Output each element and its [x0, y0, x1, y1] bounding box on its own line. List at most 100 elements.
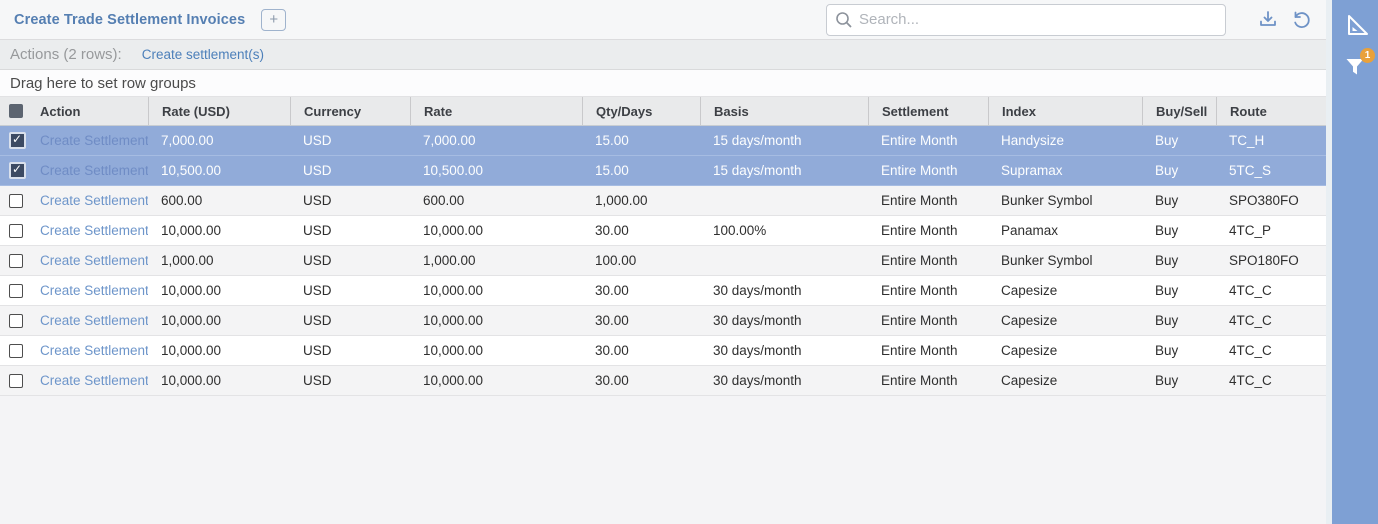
cell-qty-days: 30.00: [595, 343, 629, 358]
column-header-action[interactable]: Action: [40, 103, 81, 119]
create-settlement-link[interactable]: Create Settlement: [40, 373, 148, 388]
cell-buy-sell: Buy: [1155, 253, 1179, 268]
row-checkbox[interactable]: [9, 283, 23, 298]
column-header-currency[interactable]: Currency: [290, 97, 410, 125]
cell-route: 4TC_C: [1229, 343, 1272, 358]
cell-qty-days: 30.00: [595, 283, 629, 298]
table-row[interactable]: Create Settlement 7,000.00 USD 7,000.00 …: [0, 126, 1326, 156]
magnifier-icon: [834, 10, 854, 35]
create-settlement-link[interactable]: Create Settlement: [40, 343, 148, 358]
cell-settlement: Entire Month: [881, 343, 958, 358]
filter-icon[interactable]: 1: [1338, 48, 1375, 84]
cell-qty-days: 30.00: [595, 313, 629, 328]
cell-settlement: Entire Month: [881, 313, 958, 328]
column-header-route[interactable]: Route: [1216, 97, 1326, 125]
row-checkbox[interactable]: [9, 223, 23, 238]
column-header-basis[interactable]: Basis: [700, 97, 868, 125]
cell-rate-usd: 1,000.00: [161, 253, 214, 268]
add-button[interactable]: +: [261, 8, 287, 31]
row-checkbox[interactable]: [9, 162, 26, 179]
cell-currency: USD: [303, 283, 332, 298]
cell-buy-sell: Buy: [1155, 343, 1179, 358]
cell-rate-usd: 10,000.00: [161, 373, 222, 388]
row-checkbox[interactable]: [9, 373, 23, 388]
cell-settlement: Entire Month: [881, 283, 958, 298]
cell-currency: USD: [303, 223, 332, 238]
cell-basis: 30 days/month: [713, 283, 802, 298]
cell-route: 4TC_C: [1229, 283, 1272, 298]
row-checkbox[interactable]: [9, 132, 26, 149]
cell-rate-usd: 10,000.00: [161, 343, 222, 358]
column-header-index[interactable]: Index: [988, 97, 1142, 125]
cell-buy-sell: Buy: [1155, 133, 1179, 148]
cell-rate-usd: 600.00: [161, 193, 203, 208]
search-container: [826, 3, 1226, 36]
row-checkbox[interactable]: [9, 313, 23, 328]
cell-index: Capesize: [1001, 283, 1058, 298]
create-settlements-link[interactable]: Create settlement(s): [141, 47, 264, 62]
cell-rate: 1,000.00: [423, 253, 476, 268]
cell-route: 5TC_S: [1229, 163, 1272, 178]
row-checkbox[interactable]: [9, 193, 23, 208]
row-group-dropzone[interactable]: Drag here to set row groups: [0, 70, 1326, 97]
row-checkbox-cell: [0, 162, 36, 179]
cell-rate-usd: 10,000.00: [161, 313, 222, 328]
column-header-rate[interactable]: Rate: [410, 97, 582, 125]
create-settlement-link[interactable]: Create Settlement: [40, 193, 148, 208]
cell-rate: 10,000.00: [423, 343, 484, 358]
row-checkbox[interactable]: [9, 253, 23, 268]
search-input[interactable]: [826, 3, 1226, 36]
cell-currency: USD: [303, 253, 332, 268]
select-all-cell: [0, 104, 36, 118]
undo-icon[interactable]: [1290, 8, 1314, 32]
row-checkbox-cell: [0, 313, 36, 328]
table-row[interactable]: Create Settlement 1,000.00 USD 1,000.00 …: [0, 246, 1326, 276]
column-header-qty-days[interactable]: Qty/Days: [582, 97, 700, 125]
cell-rate: 10,000.00: [423, 283, 484, 298]
cell-rate: 10,000.00: [423, 313, 484, 328]
row-checkbox[interactable]: [9, 343, 23, 358]
row-checkbox-cell: [0, 193, 36, 208]
table-row[interactable]: Create Settlement 10,000.00 USD 10,000.0…: [0, 216, 1326, 246]
row-checkbox-cell: [0, 343, 36, 358]
cell-currency: USD: [303, 133, 332, 148]
table-row[interactable]: Create Settlement 10,500.00 USD 10,500.0…: [0, 156, 1326, 186]
grid-body: Create Settlement 7,000.00 USD 7,000.00 …: [0, 126, 1326, 396]
create-settlement-link[interactable]: Create Settlement: [40, 133, 148, 148]
row-group-dropzone-label: Drag here to set row groups: [10, 74, 196, 92]
create-settlement-link[interactable]: Create Settlement: [40, 223, 148, 238]
download-icon[interactable]: [1256, 8, 1280, 32]
cell-route: SPO380FO: [1229, 193, 1299, 208]
set-square-icon[interactable]: [1338, 8, 1372, 42]
column-header-settlement[interactable]: Settlement: [868, 97, 988, 125]
cell-rate: 10,000.00: [423, 223, 484, 238]
cell-index: Capesize: [1001, 313, 1058, 328]
cell-qty-days: 30.00: [595, 223, 629, 238]
cell-basis: 100.00%: [713, 223, 767, 238]
select-all-checkbox[interactable]: [9, 104, 23, 118]
cell-buy-sell: Buy: [1155, 223, 1179, 238]
create-settlement-link[interactable]: Create Settlement: [40, 283, 148, 298]
create-settlement-link[interactable]: Create Settlement: [40, 163, 148, 178]
table-row[interactable]: Create Settlement 600.00 USD 600.00 1,00…: [0, 186, 1326, 216]
cell-currency: USD: [303, 193, 332, 208]
create-settlement-link[interactable]: Create Settlement: [40, 253, 148, 268]
cell-buy-sell: Buy: [1155, 373, 1179, 388]
create-settlement-link[interactable]: Create Settlement: [40, 313, 148, 328]
cell-settlement: Entire Month: [881, 373, 958, 388]
table-row[interactable]: Create Settlement 10,000.00 USD 10,000.0…: [0, 336, 1326, 366]
filter-badge: 1: [1360, 48, 1375, 63]
table-row[interactable]: Create Settlement 10,000.00 USD 10,000.0…: [0, 306, 1326, 336]
cell-currency: USD: [303, 343, 332, 358]
cell-route: TC_H: [1229, 133, 1265, 148]
table-row[interactable]: Create Settlement 10,000.00 USD 10,000.0…: [0, 366, 1326, 396]
column-header-rate-usd[interactable]: Rate (USD): [148, 97, 290, 125]
cell-rate: 10,000.00: [423, 373, 484, 388]
page-title: Create Trade Settlement Invoices: [14, 11, 246, 28]
cell-settlement: Entire Month: [881, 163, 958, 178]
column-header-buy-sell[interactable]: Buy/Sell: [1142, 97, 1216, 125]
cell-currency: USD: [303, 313, 332, 328]
cell-rate-usd: 10,500.00: [161, 163, 222, 178]
table-row[interactable]: Create Settlement 10,000.00 USD 10,000.0…: [0, 276, 1326, 306]
row-checkbox-cell: [0, 132, 36, 149]
